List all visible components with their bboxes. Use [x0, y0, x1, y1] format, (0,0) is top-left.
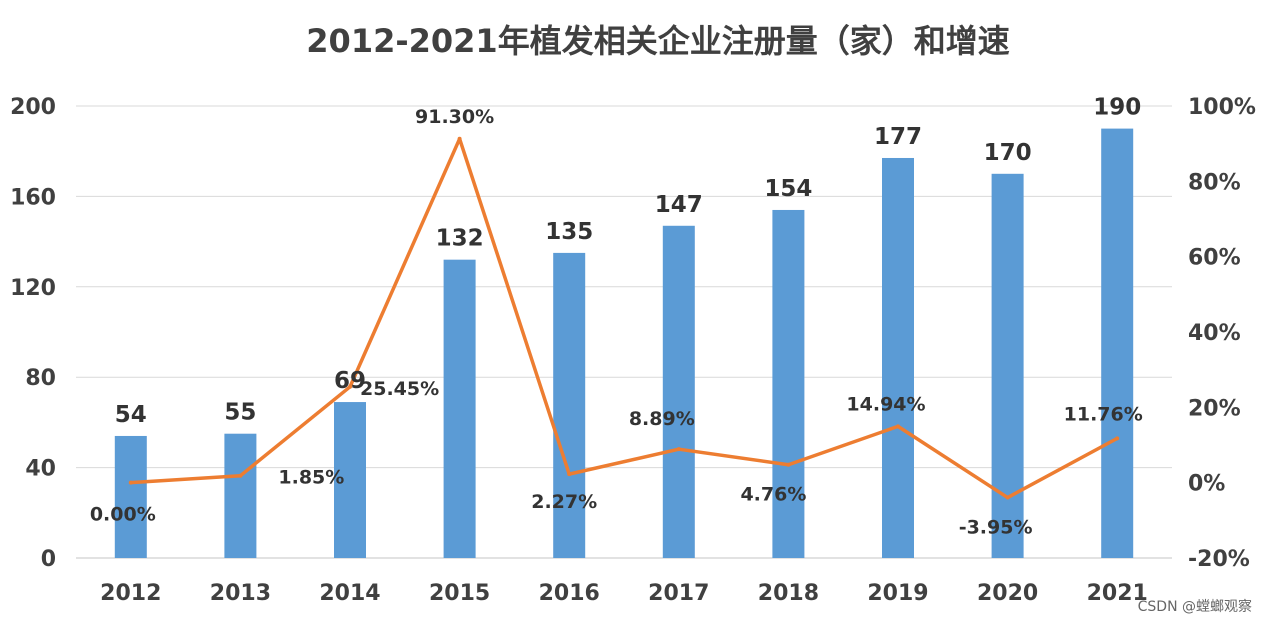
y-left-tick-label: 40 — [25, 457, 56, 482]
bar-value-label: 170 — [984, 140, 1032, 166]
line-value-label: -3.95% — [959, 517, 1033, 539]
y-right-tick-label: 80% — [1188, 170, 1241, 195]
line-point — [786, 462, 791, 467]
y-left-tick-label: 80 — [25, 366, 56, 391]
line-point — [128, 480, 133, 485]
data-labels: 54 55 69 132 135 147 154 177 170 190 0.00% 1.85% 25.… — [90, 95, 1143, 539]
bar-value-label: 132 — [436, 226, 484, 252]
x-tick-label: 2015 — [429, 581, 490, 606]
line-value-label: 2.27% — [531, 491, 597, 513]
x-tick-label: 2021 — [1087, 581, 1148, 606]
x-tick-label: 2013 — [210, 581, 271, 606]
bar — [443, 259, 476, 558]
growth-rate-line — [130, 137, 1119, 500]
y-right-tick-label: 100% — [1188, 95, 1256, 120]
x-tick-label: 2016 — [539, 581, 600, 606]
line-point — [348, 384, 352, 389]
bar — [772, 209, 805, 558]
bar — [882, 157, 914, 559]
line-point — [1005, 495, 1010, 500]
x-tick-label: 2012 — [100, 581, 161, 606]
line-value-label: 25.45% — [360, 378, 439, 400]
y-right-tick-label: 0% — [1188, 472, 1225, 497]
line-point — [896, 424, 900, 429]
bar-value-label: 69 — [334, 368, 366, 394]
line-series — [128, 136, 1120, 500]
line-point — [1115, 436, 1120, 441]
y-left-tick-label: 0 — [41, 547, 56, 572]
y-left-tick-label: 120 — [10, 276, 56, 301]
x-tick-label: 2014 — [319, 581, 380, 606]
bar — [224, 433, 257, 558]
bar-value-label: 147 — [655, 192, 703, 218]
line-point — [676, 447, 681, 452]
bar-value-label: 177 — [874, 124, 922, 150]
bar-value-label: 54 — [115, 402, 147, 428]
y-left-tick-label: 200 — [10, 95, 56, 120]
axis-ticks: 0 40 80 120 160 200 -20% 0% 20% 40% 60% 80% 100% 2012… — [10, 95, 1256, 606]
line-value-label: 91.30% — [415, 106, 494, 128]
y-right-tick-label: 40% — [1188, 321, 1241, 346]
line-value-label: 11.76% — [1064, 403, 1143, 425]
line-value-label: 0.00% — [90, 504, 156, 526]
y-left-tick-label: 160 — [10, 185, 56, 210]
watermark: CSDN @螳螂观察 — [1138, 598, 1252, 615]
y-right-tick-label: 60% — [1188, 246, 1241, 271]
line-value-label: 14.94% — [846, 393, 925, 415]
bar — [114, 435, 147, 558]
bar-value-label: 190 — [1093, 95, 1141, 121]
bar-value-label: 135 — [545, 219, 593, 245]
y-right-tick-label: -20% — [1188, 547, 1250, 572]
bar — [334, 402, 366, 558]
bar — [553, 252, 586, 558]
x-tick-label: 2020 — [977, 581, 1038, 606]
line-point — [238, 473, 243, 478]
bar-value-label: 55 — [224, 400, 256, 426]
x-tick-label: 2018 — [758, 581, 819, 606]
x-tick-label: 2017 — [648, 581, 709, 606]
chart-title: 2012-2021年植发相关企业注册量（家）和增速 — [306, 22, 1009, 60]
bar-value-label: 154 — [764, 176, 812, 202]
gridlines — [76, 105, 1172, 469]
bar — [991, 173, 1024, 559]
line-point — [567, 472, 572, 477]
line-point — [457, 136, 462, 141]
y-right-tick-label: 20% — [1188, 396, 1241, 421]
bar-series — [114, 128, 1134, 559]
bar — [1101, 128, 1134, 558]
x-tick-label: 2019 — [867, 581, 928, 606]
bar — [662, 225, 695, 558]
line-value-label: 4.76% — [740, 484, 806, 506]
line-value-label: 8.89% — [629, 408, 695, 430]
line-value-label: 1.85% — [278, 467, 344, 489]
